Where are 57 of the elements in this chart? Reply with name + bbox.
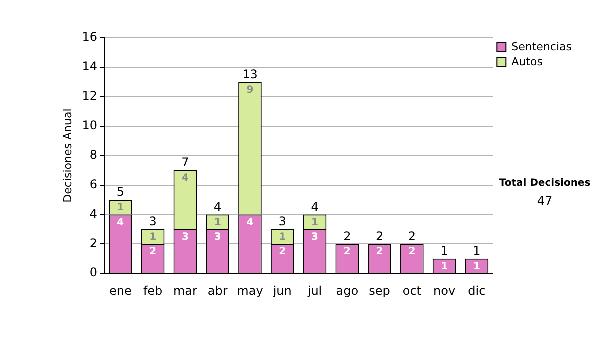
y-tick-label: 2 xyxy=(90,236,98,250)
total-label: 3 xyxy=(278,214,286,229)
data-label: 4 xyxy=(117,217,124,228)
x-tick-label: mar xyxy=(173,284,198,298)
data-label: 1 xyxy=(441,261,448,272)
legend-label: Autos xyxy=(512,55,544,68)
x-tick-label: abr xyxy=(208,284,228,298)
x-tick-label: oct xyxy=(402,284,422,298)
y-tick-label: 6 xyxy=(90,177,98,192)
x-tick-label: feb xyxy=(143,284,163,298)
data-label: 2 xyxy=(344,246,351,258)
total-label: 5 xyxy=(116,185,124,200)
text: 47 xyxy=(536,194,554,208)
y-tick-label: 14 xyxy=(82,60,98,74)
x-tick-label: jun xyxy=(272,284,292,298)
x-tick-label: sep xyxy=(369,284,390,298)
data-label: 3 xyxy=(312,232,319,244)
total-label: 2 xyxy=(376,229,384,244)
data-label: 2 xyxy=(279,246,286,258)
y-tick-label: 10 xyxy=(82,118,98,132)
y-tick-label: 0 xyxy=(90,266,98,280)
data-label: 1 xyxy=(117,202,124,214)
y-tick-label: 8 xyxy=(90,148,98,162)
data-label: 1 xyxy=(279,232,286,244)
data-label: 4 xyxy=(182,173,189,184)
legend-label: Sentencias xyxy=(512,40,572,54)
data-label: 3 xyxy=(214,232,222,244)
data-label: 4 xyxy=(246,217,254,228)
y-axis-title: Decisiones Anual xyxy=(61,108,74,203)
total-label: 1 xyxy=(440,244,448,258)
data-label: 1 xyxy=(473,261,480,272)
data-label: 2 xyxy=(376,246,384,258)
data-label: 1 xyxy=(214,217,222,228)
text: Total Decisiones xyxy=(498,178,592,189)
data-label: 3 xyxy=(182,232,189,244)
total-label: 4 xyxy=(214,200,222,214)
total-label: 2 xyxy=(408,229,416,244)
y-tick-label: 16 xyxy=(82,30,98,44)
x-tick-label: ago xyxy=(336,284,359,298)
x-tick-label: ene xyxy=(109,284,132,298)
total-label: 7 xyxy=(182,156,190,170)
x-tick-label: dic xyxy=(468,284,486,298)
x-tick-label: nov xyxy=(434,284,456,298)
data-label: 1 xyxy=(312,217,319,228)
y-tick-label: 12 xyxy=(82,89,98,104)
data-label: 1 xyxy=(150,232,157,244)
total-label: 2 xyxy=(344,229,352,244)
data-label: 9 xyxy=(246,84,254,96)
total-label: 13 xyxy=(242,67,258,82)
x-tick-label: jul xyxy=(306,284,322,298)
total-label: 4 xyxy=(311,200,319,214)
total-label: 1 xyxy=(473,244,481,258)
total-label: 3 xyxy=(149,214,157,229)
data-label: 2 xyxy=(150,246,157,258)
x-tick-label: may xyxy=(237,284,264,298)
data-label: 2 xyxy=(408,246,416,258)
y-tick-label: 4 xyxy=(90,206,98,221)
